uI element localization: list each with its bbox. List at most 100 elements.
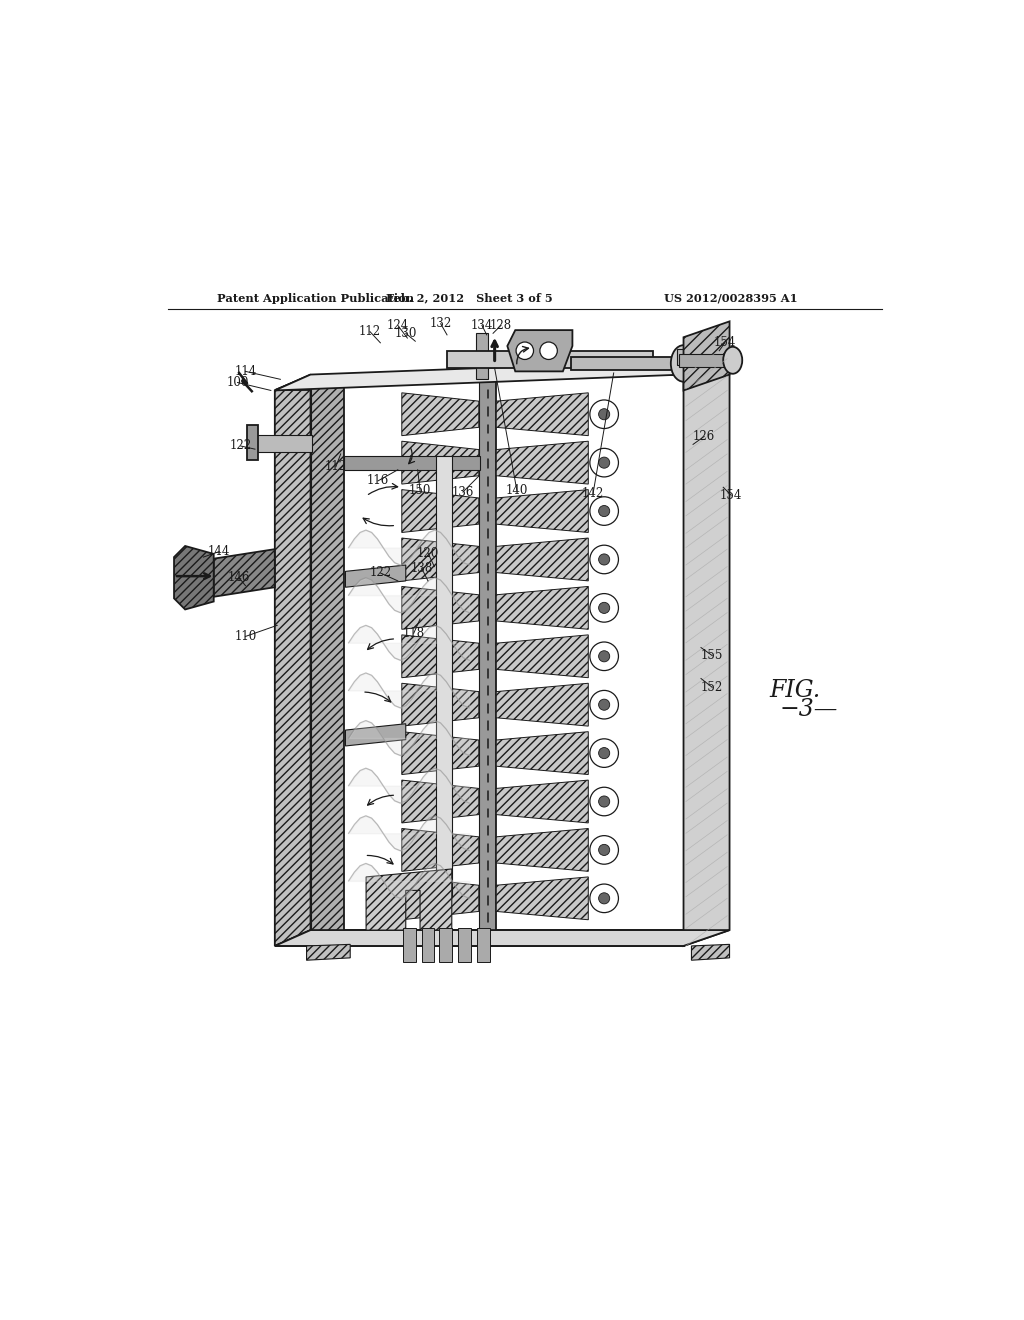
Polygon shape <box>401 876 479 920</box>
Polygon shape <box>306 944 350 960</box>
Text: 136: 136 <box>452 486 474 499</box>
Bar <box>677 350 725 366</box>
Text: US 2012/0028395 A1: US 2012/0028395 A1 <box>665 293 798 304</box>
Polygon shape <box>401 539 479 581</box>
Polygon shape <box>274 359 729 391</box>
Polygon shape <box>401 731 479 775</box>
Polygon shape <box>691 944 729 960</box>
Circle shape <box>599 457 609 469</box>
Text: 154: 154 <box>714 337 736 350</box>
Text: 140: 140 <box>506 484 528 496</box>
Polygon shape <box>497 876 588 920</box>
Circle shape <box>599 651 609 661</box>
Polygon shape <box>214 549 274 597</box>
Text: 114: 114 <box>234 364 257 378</box>
Text: 120: 120 <box>417 546 439 560</box>
Text: 100: 100 <box>226 376 249 389</box>
Text: Feb. 2, 2012   Sheet 3 of 5: Feb. 2, 2012 Sheet 3 of 5 <box>386 293 553 304</box>
Polygon shape <box>497 731 588 775</box>
Circle shape <box>599 554 609 565</box>
Polygon shape <box>345 565 406 587</box>
Polygon shape <box>401 586 479 630</box>
Circle shape <box>590 739 618 767</box>
Polygon shape <box>401 393 479 436</box>
Circle shape <box>599 747 609 759</box>
Text: 152: 152 <box>701 681 723 694</box>
Text: 122: 122 <box>370 566 391 579</box>
Bar <box>344 455 480 470</box>
Polygon shape <box>367 869 452 931</box>
Polygon shape <box>174 546 214 610</box>
Bar <box>497 375 684 931</box>
Bar <box>570 358 678 370</box>
Text: 118: 118 <box>402 627 425 640</box>
Polygon shape <box>497 539 588 581</box>
Polygon shape <box>274 931 684 946</box>
Ellipse shape <box>671 346 696 381</box>
Bar <box>403 928 416 962</box>
Bar <box>479 375 497 931</box>
Circle shape <box>590 884 618 912</box>
Circle shape <box>599 796 609 807</box>
Text: 155: 155 <box>700 649 723 663</box>
Bar <box>458 928 471 962</box>
Text: 142: 142 <box>582 487 604 500</box>
Circle shape <box>599 506 609 516</box>
Bar <box>436 457 452 896</box>
Polygon shape <box>497 393 588 436</box>
Polygon shape <box>274 375 684 391</box>
Text: 132: 132 <box>429 317 452 330</box>
Polygon shape <box>507 330 572 371</box>
Circle shape <box>599 602 609 614</box>
Polygon shape <box>401 441 479 484</box>
Polygon shape <box>401 780 479 822</box>
Text: Patent Application Publication: Patent Application Publication <box>217 293 414 304</box>
Circle shape <box>599 892 609 904</box>
Text: 116: 116 <box>367 474 389 487</box>
Text: FIG.: FIG. <box>769 678 820 702</box>
Polygon shape <box>497 684 588 726</box>
Text: 126: 126 <box>693 430 716 444</box>
Circle shape <box>590 690 618 719</box>
Polygon shape <box>497 586 588 630</box>
Circle shape <box>590 642 618 671</box>
Circle shape <box>590 594 618 622</box>
Polygon shape <box>684 359 729 946</box>
Circle shape <box>590 787 618 816</box>
Bar <box>422 928 434 962</box>
Circle shape <box>590 545 618 574</box>
Circle shape <box>590 496 618 525</box>
Polygon shape <box>274 931 729 946</box>
Text: 128: 128 <box>489 319 512 331</box>
Polygon shape <box>345 723 406 746</box>
Bar <box>475 333 488 379</box>
Text: 134: 134 <box>471 319 494 331</box>
Bar <box>477 928 489 962</box>
Polygon shape <box>401 684 479 726</box>
Circle shape <box>540 342 557 359</box>
Text: 130: 130 <box>394 327 417 339</box>
Text: 122: 122 <box>229 440 252 453</box>
Text: −3—: −3— <box>779 698 838 721</box>
Polygon shape <box>497 780 588 822</box>
Polygon shape <box>684 321 729 391</box>
Text: 138: 138 <box>411 562 433 574</box>
Polygon shape <box>497 829 588 871</box>
Polygon shape <box>310 375 344 931</box>
Text: 110: 110 <box>234 630 257 643</box>
Polygon shape <box>497 635 588 677</box>
Text: 144: 144 <box>208 545 230 558</box>
Bar <box>247 425 258 461</box>
Polygon shape <box>497 490 588 532</box>
Circle shape <box>590 400 618 429</box>
Polygon shape <box>274 375 310 946</box>
Bar <box>344 375 482 931</box>
Polygon shape <box>401 829 479 871</box>
Polygon shape <box>401 490 479 532</box>
Bar <box>439 928 452 962</box>
Ellipse shape <box>723 347 742 374</box>
Text: 150: 150 <box>409 484 431 496</box>
Bar <box>247 434 312 453</box>
Polygon shape <box>401 635 479 677</box>
Text: 112: 112 <box>325 461 347 473</box>
